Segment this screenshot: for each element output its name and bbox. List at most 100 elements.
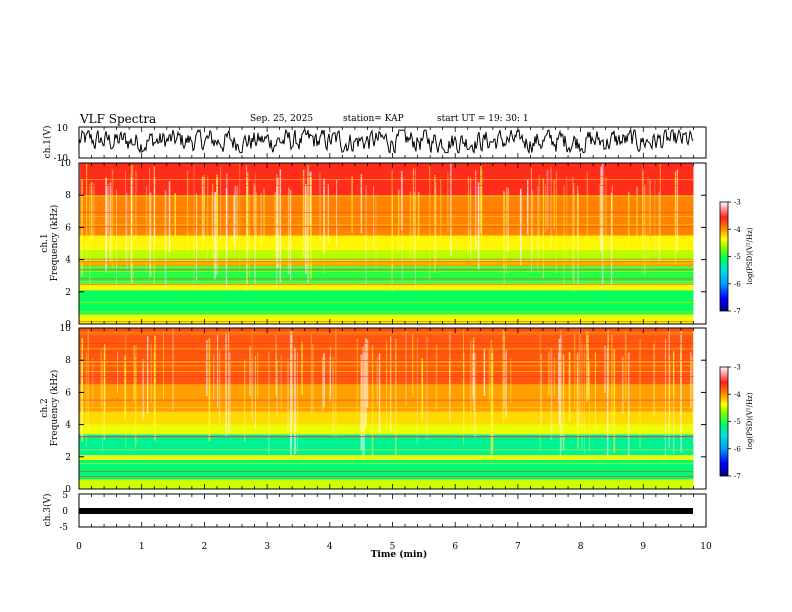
- spectrogram-streak: [467, 176, 469, 255]
- spectrogram-streak: [249, 194, 250, 277]
- station-label: station= KAP: [343, 114, 404, 124]
- spectrogram-streak: [219, 350, 221, 423]
- spectrogram-streak: [644, 184, 646, 276]
- spectrogram-line: [79, 226, 694, 228]
- spectrogram-streak: [405, 330, 407, 406]
- spectrogram-streak: [89, 183, 91, 291]
- spectrogram-band: [79, 384, 694, 412]
- spectrogram-band: [79, 314, 694, 324]
- spectrogram-streak: [510, 358, 512, 404]
- spectrogram-streak: [624, 330, 627, 402]
- spectrogram-streak: [397, 189, 400, 253]
- spectrogram-streak: [668, 355, 671, 430]
- spectrogram-line: [79, 348, 694, 350]
- spectrogram-streak: [642, 165, 643, 274]
- spectrogram-streak: [527, 180, 529, 235]
- spectrogram-streak: [449, 359, 451, 398]
- spectrogram-streak: [572, 176, 574, 280]
- spectrogram-streak: [601, 163, 604, 289]
- ch1-ytick-top: 10: [57, 124, 69, 134]
- spectrogram-streak: [217, 333, 219, 408]
- spectrogram-line: [79, 321, 694, 322]
- colorbar-tick-label: -7: [734, 473, 741, 481]
- date-label: Sep. 25, 2025: [250, 114, 314, 124]
- spectrogram-line: [79, 323, 694, 324]
- spectrogram-streak: [327, 183, 329, 244]
- ch1-ytick-bottom: -10: [54, 154, 69, 164]
- ch2-freq-ylabel-top: ch.2: [40, 398, 50, 417]
- spectrogram-streak: [220, 166, 222, 241]
- spectrogram-streak: [276, 359, 278, 418]
- spectrogram-band: [79, 434, 694, 456]
- spectrogram-streak: [563, 184, 565, 287]
- spectrogram-streak: [85, 350, 87, 447]
- spectrogram-streak: [301, 342, 303, 395]
- spectrogram-streak: [690, 351, 692, 409]
- spectrogram-streak: [613, 349, 616, 454]
- ch3-ylabel: ch.3(V): [42, 494, 53, 527]
- spectrogram-streak: [386, 340, 388, 434]
- freq-ytick-label: 0: [65, 485, 71, 495]
- spectrogram-streak: [260, 193, 262, 245]
- freq-ytick-label: 2: [65, 453, 71, 463]
- ch3-waveform-trace: [79, 508, 693, 514]
- spectrogram-streak: [505, 187, 507, 274]
- spectrogram-line: [79, 216, 694, 218]
- spectrogram-line: [79, 471, 694, 472]
- spectrogram-streak: [480, 165, 482, 234]
- spectrogram-streak: [562, 354, 565, 450]
- time-tick-label: 5: [390, 542, 396, 552]
- spectrogram-streak: [435, 344, 438, 410]
- spectrogram-streak: [225, 188, 228, 290]
- spectrogram-streak: [653, 344, 655, 417]
- spectrogram-streak: [246, 182, 248, 287]
- spectrogram-streak: [642, 171, 644, 242]
- spectrogram-streak: [135, 170, 137, 238]
- spectrogram-streak: [365, 185, 367, 285]
- spectrogram-line: [79, 271, 694, 272]
- time-tick-label: 1: [139, 542, 145, 552]
- spectrogram-line: [79, 332, 694, 334]
- spectrogram-streak: [376, 357, 378, 406]
- time-tick-label: 10: [700, 542, 712, 552]
- spectrogram-streak: [336, 179, 338, 246]
- spectrogram-streak: [364, 351, 365, 455]
- freq-ytick-label: 8: [65, 356, 71, 366]
- spectrogram-line: [79, 258, 694, 260]
- ch3-ytick-top: 5: [62, 491, 68, 501]
- spectrogram-streak: [208, 338, 211, 442]
- spectrogram-streak: [668, 328, 670, 449]
- spectrogram-streak: [434, 174, 436, 273]
- spectrogram-streak: [654, 180, 656, 256]
- spectrogram-streak: [463, 329, 464, 445]
- spectrogram-streak: [555, 171, 557, 274]
- spectrogram-streak: [673, 350, 675, 455]
- spectrogram-streak: [576, 354, 578, 427]
- spectrogram-streak: [81, 337, 84, 442]
- spectrogram-streak: [193, 164, 195, 288]
- colorbar-tick-label: -3: [734, 364, 741, 372]
- spectrogram-band: [79, 235, 694, 250]
- spectrogram-streak: [305, 184, 307, 274]
- time-tick-label: 3: [264, 542, 270, 552]
- spectrogram-streak: [544, 184, 546, 233]
- spectrogram-streak: [132, 164, 134, 288]
- ch1-spectrogram-xticks: [78, 163, 707, 324]
- spectrogram-streak: [586, 172, 588, 242]
- time-axis-tick-labels: 0 1 2 3 4 5 6 7 8 9 10: [76, 542, 712, 552]
- spectrogram-streak: [142, 359, 144, 420]
- spectrogram-band: [79, 455, 694, 460]
- spectrogram-streak: [254, 184, 256, 287]
- spectrogram-line: [79, 176, 694, 177]
- freq-ytick-label: 2: [65, 288, 71, 298]
- freq-ytick-label: 6: [65, 388, 71, 398]
- spectrogram-streak: [366, 339, 369, 408]
- spectrogram-streak: [149, 192, 152, 277]
- spectrogram-line: [79, 407, 694, 409]
- spectrogram-band: [79, 328, 694, 385]
- spectrogram-streak: [244, 359, 246, 443]
- colorbar-tick-label: -5: [734, 253, 741, 261]
- ch3-ytick-mid: 0: [62, 507, 68, 517]
- spectrogram-streak: [507, 187, 509, 252]
- spectrogram-streak: [503, 190, 505, 269]
